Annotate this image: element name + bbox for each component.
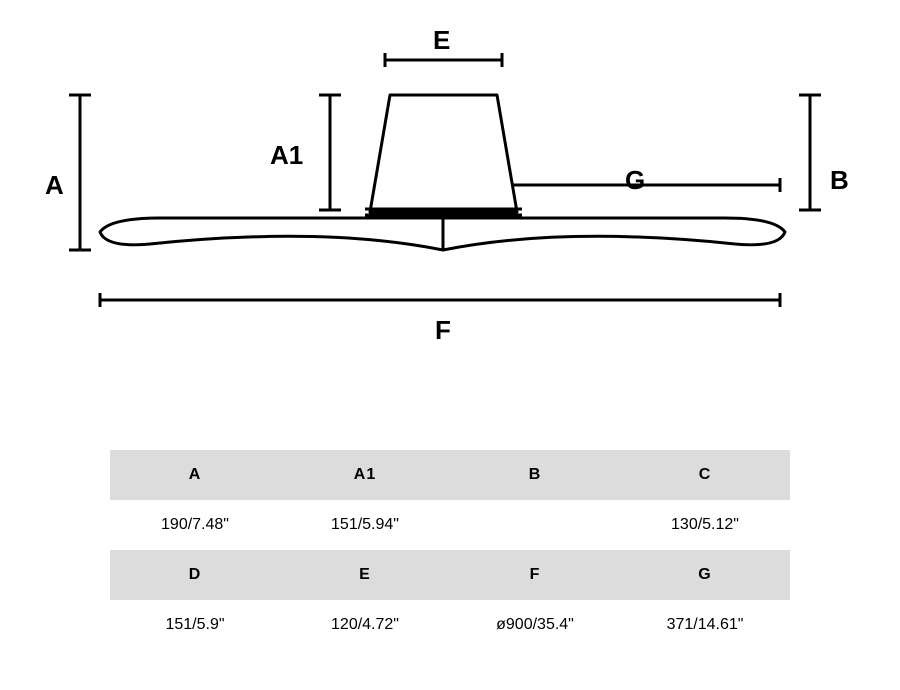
dimension-diagram: A A1 B E F G — [40, 10, 860, 370]
cell-E: 120/4.72" — [280, 600, 450, 650]
dim-label-E: E — [433, 25, 450, 56]
page-root: A A1 B E F G A A1 B C 190/7.48" 151/5.94… — [0, 0, 900, 690]
col-header-A1: A1 — [280, 450, 450, 500]
col-header-E: E — [280, 550, 450, 600]
cell-F: ø900/35.4" — [450, 600, 620, 650]
cell-A: 190/7.48" — [110, 500, 280, 550]
table-value-row-1: 190/7.48" 151/5.94" 130/5.12" — [110, 500, 790, 550]
col-header-B: B — [450, 450, 620, 500]
cell-A1: 151/5.94" — [280, 500, 450, 550]
col-header-A: A — [110, 450, 280, 500]
col-header-C: C — [620, 450, 790, 500]
cell-C: 130/5.12" — [620, 500, 790, 550]
cell-D: 151/5.9" — [110, 600, 280, 650]
spec-table: A A1 B C 190/7.48" 151/5.94" 130/5.12" D… — [110, 450, 790, 650]
dim-label-G: G — [625, 165, 645, 196]
dim-label-A: A — [45, 170, 64, 201]
dim-label-F: F — [435, 315, 451, 346]
table-header-row-1: A A1 B C — [110, 450, 790, 500]
col-header-G: G — [620, 550, 790, 600]
spec-table-container: A A1 B C 190/7.48" 151/5.94" 130/5.12" D… — [110, 450, 790, 650]
dim-label-A1: A1 — [270, 140, 303, 171]
col-header-D: D — [110, 550, 280, 600]
table-header-row-2: D E F G — [110, 550, 790, 600]
cell-B — [450, 500, 620, 550]
dim-label-B: B — [830, 165, 849, 196]
table-value-row-2: 151/5.9" 120/4.72" ø900/35.4" 371/14.61" — [110, 600, 790, 650]
col-header-F: F — [450, 550, 620, 600]
cell-G: 371/14.61" — [620, 600, 790, 650]
